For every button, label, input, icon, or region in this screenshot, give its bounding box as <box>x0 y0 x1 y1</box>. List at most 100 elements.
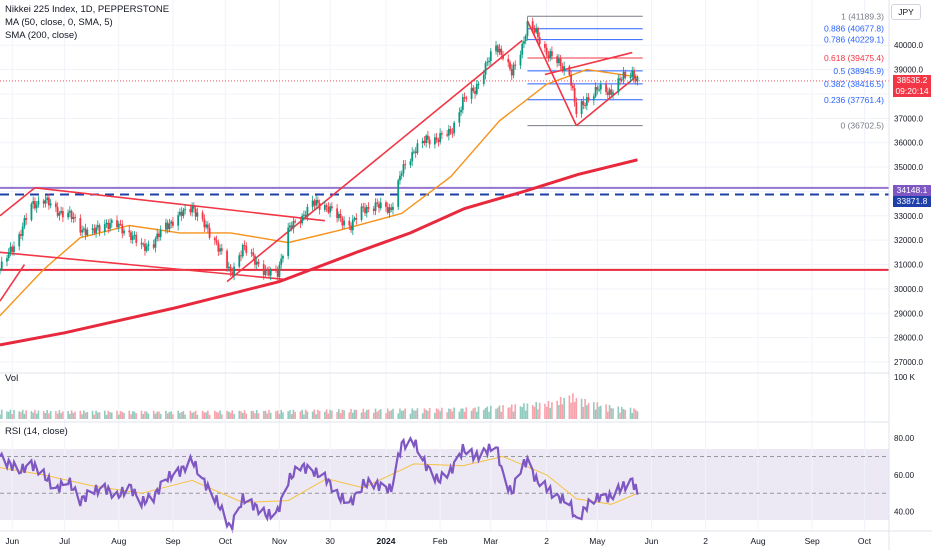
volume-bar <box>214 410 216 419</box>
volume-bar <box>372 412 375 419</box>
candle-body <box>374 202 377 211</box>
fib-level-label: 0.618 (39475.4) <box>824 53 884 63</box>
candle-body <box>636 76 639 82</box>
volume-bar <box>191 412 193 419</box>
candle-body <box>58 213 61 216</box>
candle-body <box>95 227 97 233</box>
volume-bar <box>482 409 485 419</box>
volume-bar <box>158 411 160 419</box>
volume-bar <box>531 405 534 419</box>
time-tick-label: Jun <box>5 536 19 546</box>
symbol-title[interactable]: Nikkei 225 Index, 1D, PEPPERSTONE <box>5 4 170 15</box>
candle-body <box>133 234 136 236</box>
volume-bar <box>70 410 73 419</box>
candle-body <box>144 243 146 251</box>
sma200-line <box>0 158 638 347</box>
candle-body <box>13 246 15 252</box>
volume-bar <box>6 411 8 419</box>
candle-body <box>142 243 145 245</box>
trendline <box>226 39 523 283</box>
candle-body <box>117 223 120 228</box>
volume-bar <box>257 413 260 419</box>
volume-bar <box>128 410 131 419</box>
candle-body <box>433 137 436 145</box>
ma50-legend[interactable]: MA (50, close, 0, SMA, 5) <box>5 17 113 28</box>
volume-bar <box>633 408 635 419</box>
volume-bar <box>570 402 572 419</box>
candle-body <box>311 200 314 207</box>
candle-body <box>206 224 209 228</box>
volume-bar <box>521 407 524 419</box>
volume-bar <box>605 404 607 419</box>
sma200-layer <box>0 158 638 347</box>
candle-body <box>413 151 415 153</box>
candle-body <box>37 200 40 205</box>
candle-body <box>484 62 487 75</box>
time-tick-label: Oct <box>219 536 233 546</box>
candle-body <box>378 203 380 209</box>
candle-body <box>367 207 370 209</box>
volume-bar <box>617 406 620 419</box>
volume-bar <box>458 411 461 419</box>
volume-bar <box>463 411 466 419</box>
candle-body <box>219 248 221 252</box>
candle-body <box>510 69 513 76</box>
candle-body <box>116 220 118 228</box>
volume-title[interactable]: Vol <box>5 373 19 384</box>
candle-body <box>544 44 546 48</box>
volume-bar <box>608 405 611 419</box>
rsi-title[interactable]: RSI (14, close) <box>5 426 68 437</box>
volume-bar <box>365 409 368 419</box>
candle-body <box>23 218 26 227</box>
candle-body <box>605 84 607 93</box>
candle-body <box>156 233 159 239</box>
volume-bar <box>409 413 412 419</box>
volume-bar <box>568 395 571 419</box>
sma200-legend[interactable]: SMA (200, close) <box>5 30 78 41</box>
volume-bar <box>9 409 12 419</box>
volume-bar <box>165 410 167 419</box>
volume-bar <box>619 412 621 419</box>
candle-body <box>533 28 536 33</box>
time-tick-label: Feb <box>433 536 448 546</box>
volume-bar <box>131 411 134 419</box>
trendlines[interactable] <box>0 20 637 302</box>
volume-bar <box>472 408 475 419</box>
volume-bar <box>37 410 40 419</box>
candle-body <box>257 261 260 265</box>
volume-bar <box>168 411 171 419</box>
candle-body <box>165 222 167 230</box>
currency-badge[interactable]: JPY <box>891 4 921 20</box>
volume-bar <box>35 413 38 419</box>
volume-bar <box>21 409 24 419</box>
volume-bar <box>519 406 522 419</box>
candle-body <box>289 225 291 228</box>
candle-body <box>294 221 297 223</box>
candle-body <box>96 225 99 228</box>
volume-bar <box>227 411 230 419</box>
volume-bar <box>156 411 158 419</box>
volume-bar <box>388 411 391 419</box>
candle-body <box>7 251 10 259</box>
volume-bar <box>119 410 122 419</box>
countdown-tag: 09:20:14 <box>893 86 931 97</box>
volume-bar <box>580 398 583 419</box>
candle-body <box>547 55 550 58</box>
candle-body <box>46 197 49 201</box>
candle-body <box>392 206 394 210</box>
volume-bar <box>144 411 146 419</box>
volume-bar <box>268 409 270 419</box>
candle-body <box>390 207 393 210</box>
volume-bar <box>460 408 462 419</box>
volume-bar <box>48 413 50 419</box>
volume-bar <box>116 410 118 419</box>
candle-body <box>610 89 613 95</box>
candle-body <box>575 102 578 115</box>
volume-bar <box>292 409 295 419</box>
candle-body <box>500 48 503 55</box>
volume-bar <box>367 409 370 419</box>
volume-bar <box>400 410 403 419</box>
candle-body <box>425 135 428 144</box>
